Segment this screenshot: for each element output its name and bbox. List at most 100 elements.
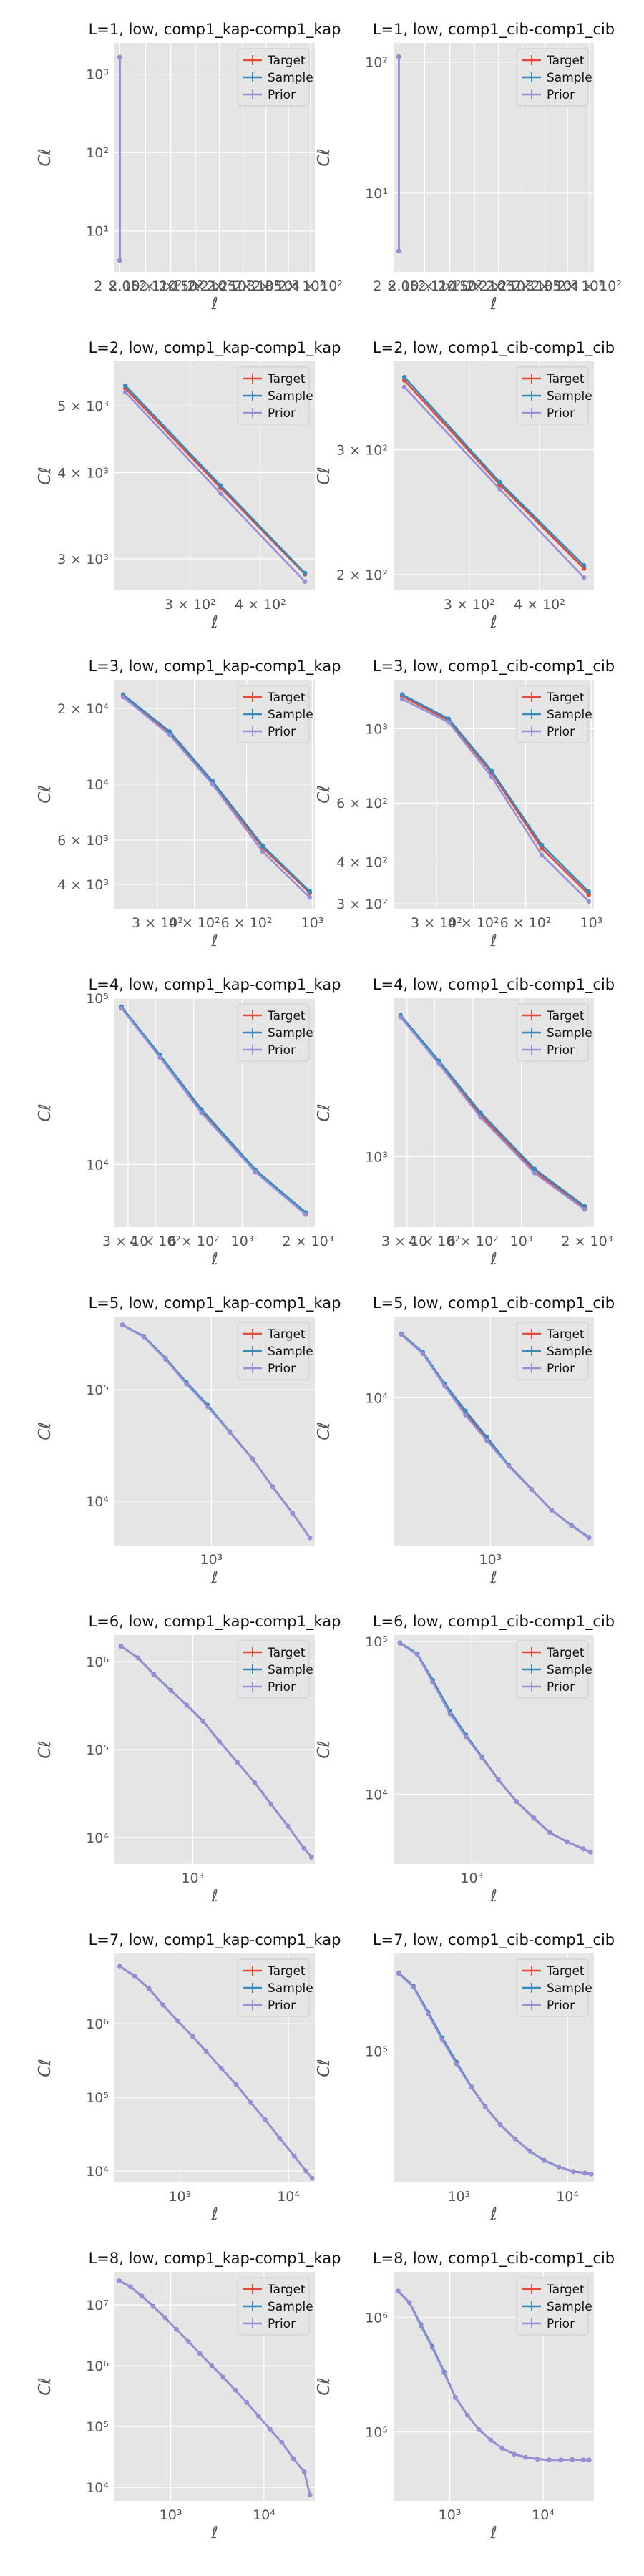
data-point-prior (151, 1672, 156, 1677)
data-point-prior (227, 1430, 233, 1435)
data-point-prior (184, 1703, 190, 1708)
legend-label-prior: Prior (547, 88, 575, 102)
data-point-prior (307, 1536, 313, 1541)
legend-label-sample: Sample (547, 71, 592, 85)
data-point-prior (184, 1382, 189, 1387)
y-tick-label: 10⁵ (86, 991, 109, 1007)
legend-label-prior: Prior (268, 1999, 296, 2013)
data-point-prior (141, 1335, 147, 1340)
chart-title: L=6, low, comp1_cib-comp1_cib (373, 1613, 615, 1631)
data-point-prior (569, 1523, 575, 1528)
legend-label-prior: Prior (547, 1043, 575, 1058)
legend-box (237, 685, 310, 743)
data-point-prior (488, 2438, 494, 2443)
x-axis-label: ℓ (489, 1568, 497, 1587)
data-point-prior (418, 2323, 424, 2328)
chart-title: L=8, low, comp1_cib-comp1_cib (373, 2250, 615, 2268)
data-point-prior (581, 575, 587, 580)
legend-box (516, 1958, 589, 2017)
legend-label-target: Target (267, 691, 306, 705)
data-point-prior (290, 1511, 296, 1516)
y-tick-label: 2 × 10⁴ (57, 701, 109, 717)
legend-label-sample: Sample (268, 389, 313, 404)
legend-label-sample: Sample (547, 1981, 592, 1996)
data-point-sample (446, 716, 452, 721)
data-point-prior (442, 1384, 447, 1389)
y-tick-label: 2 × 10² (336, 567, 388, 583)
data-point-prior (532, 1171, 537, 1176)
chart-title: L=7, low, comp1_kap-comp1_kap (89, 1931, 341, 1949)
chart-title: L=6, low, comp1_kap-comp1_kap (89, 1613, 341, 1631)
chart-title: L=1, low, comp1_kap-comp1_kap (89, 21, 341, 39)
data-point-prior (426, 2011, 431, 2016)
legend-label-target: Target (267, 372, 306, 386)
data-point-prior (233, 2388, 238, 2393)
data-point-prior (117, 2278, 122, 2283)
legend-label-prior: Prior (547, 1999, 575, 2013)
data-point-prior (454, 2062, 459, 2067)
data-point-prior (414, 1652, 420, 1657)
x-tick-label: 3 × 10² (102, 1234, 154, 1249)
y-tick-label: 3 × 10³ (57, 552, 109, 567)
data-point-prior (218, 491, 223, 496)
data-point-sample (532, 1166, 537, 1171)
data-point-prior (186, 2339, 191, 2344)
data-point-prior (398, 1015, 404, 1020)
data-point-prior (465, 2413, 470, 2418)
y-axis-label: Cℓ (36, 1740, 54, 1759)
x-tick-label: 2.4 × 10² (557, 278, 622, 294)
data-point-prior (531, 1816, 537, 1821)
x-tick-label: 6 × 10² (447, 1234, 499, 1249)
data-point-prior (277, 2136, 283, 2141)
data-point-prior (411, 1984, 416, 1989)
legend: Target Sample Prior (237, 685, 313, 743)
legend-label-sample: Sample (547, 1026, 592, 1040)
data-point-prior (204, 2049, 209, 2054)
legend-label-sample: Sample (547, 1663, 592, 1677)
x-tick-label: 10³ (168, 2189, 191, 2205)
legend: Target Sample Prior (237, 1640, 313, 1699)
data-point-sample (582, 1204, 587, 1209)
data-point-prior (396, 2289, 401, 2294)
data-point-prior (168, 1688, 174, 1694)
data-point-sample (478, 1110, 483, 1115)
data-point-prior (268, 2427, 273, 2432)
legend-label-target: Target (267, 1646, 306, 1660)
data-point-prior (309, 1855, 314, 1860)
data-point-prior (399, 1332, 404, 1337)
legend-box (237, 1640, 310, 1699)
x-tick-label: 2.15 × 10² (159, 278, 232, 294)
data-point-sample (586, 889, 592, 894)
legend-label-prior: Prior (268, 406, 296, 421)
data-point-prior (535, 2457, 540, 2462)
x-tick-label: 2.05 × 10² (109, 278, 182, 294)
x-axis-label: ℓ (210, 2205, 218, 2224)
y-tick-label: 10⁵ (365, 1634, 388, 1650)
legend-label-sample: Sample (268, 2300, 313, 2314)
x-tick-label: 2.2 × 10² (187, 278, 252, 294)
data-point-prior (586, 2457, 592, 2463)
x-tick-label: 10⁴ (253, 2507, 275, 2523)
y-tick-label: 10² (86, 145, 109, 161)
y-tick-label: 10⁵ (86, 1742, 109, 1758)
data-point-sample (399, 692, 405, 697)
legend-label-prior: Prior (268, 88, 296, 102)
x-axis-label: ℓ (210, 2524, 218, 2542)
chart-title: L=4, low, comp1_kap-comp1_kap (89, 976, 341, 994)
y-axis-label: Cℓ (36, 785, 54, 804)
data-point-prior (252, 1780, 258, 1785)
data-point-prior (302, 2469, 307, 2474)
data-point-prior (396, 54, 401, 59)
chart-title: L=7, low, comp1_cib-comp1_cib (373, 1931, 615, 1949)
legend-box (516, 366, 589, 425)
chart-panel-2: L=1, low, comp1_cib-comp1_cib 2 × 10²2.05… (315, 21, 622, 313)
x-tick-label: 10³ (580, 915, 603, 931)
data-point-prior (233, 2082, 239, 2087)
legend: Target Sample Prior (237, 1958, 313, 2017)
x-tick-label: 10³ (160, 2507, 182, 2523)
data-point-prior (396, 248, 401, 254)
legend-box (516, 1322, 589, 1380)
data-point-prior (307, 2492, 313, 2498)
data-point-prior (263, 2117, 268, 2122)
data-point-prior (120, 694, 126, 700)
